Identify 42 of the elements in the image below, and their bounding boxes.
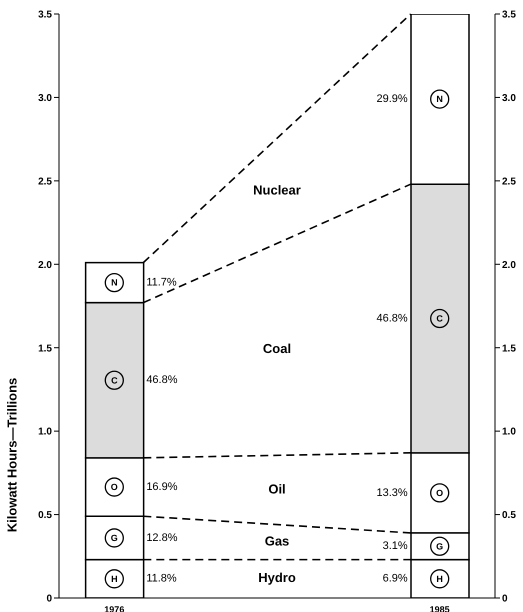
- annotation: Oil: [268, 481, 286, 496]
- annotation: 11.7%: [146, 276, 177, 289]
- annotation: N: [111, 278, 118, 288]
- annotation: 11.8%: [146, 572, 177, 585]
- annotation: Hydro: [258, 570, 296, 586]
- y2-tick-label: 0.5: [502, 510, 516, 522]
- y2-tick-label: 1.0: [502, 426, 516, 438]
- y-tick-label: 3.0: [38, 92, 52, 104]
- annotation: 12.8%: [146, 532, 178, 544]
- y2-tick-label: 2.5: [502, 176, 516, 188]
- y-tick-label: 1.0: [38, 426, 52, 438]
- y2-tick-label: 3.5: [502, 10, 516, 21]
- annotation: H: [111, 574, 118, 584]
- annotation: N: [436, 94, 443, 104]
- annotation: 46.8%: [146, 374, 178, 386]
- annotation: 29.9%: [376, 93, 408, 106]
- annotation: 16.9%: [146, 480, 178, 493]
- y2-tick-label: 0: [502, 594, 508, 605]
- y-tick-label: 2.5: [38, 176, 52, 188]
- annotation: 6.9%: [382, 572, 408, 585]
- y-tick-label: 0.5: [38, 510, 52, 522]
- annotation: Nuclear: [253, 182, 301, 198]
- annotation: C: [436, 314, 444, 324]
- annotation: O: [110, 482, 118, 492]
- annotation: Gas: [264, 534, 290, 549]
- annotation: G: [436, 541, 444, 552]
- y2-tick-label: 2.0: [502, 260, 516, 271]
- y-tick-label: 1.5: [38, 343, 52, 354]
- y-tick-label: 3.5: [38, 10, 52, 21]
- annotation: 3.1%: [382, 540, 408, 552]
- y-axis-title: Kilowatt Hours—Trillions: [4, 378, 20, 532]
- y-tick-label: 0: [46, 594, 52, 605]
- annotation: G: [110, 532, 118, 543]
- annotation: O: [436, 488, 444, 498]
- annotation: 13.3%: [376, 486, 408, 499]
- y2-tick-label: 1.5: [502, 343, 516, 354]
- annotation: H: [436, 574, 443, 584]
- annotation: Coal: [262, 340, 292, 356]
- annotation: 46.8%: [376, 312, 408, 324]
- y-tick-label: 2.0: [38, 260, 52, 271]
- y2-tick-label: 3.0: [502, 92, 516, 104]
- annotation: C: [111, 375, 118, 386]
